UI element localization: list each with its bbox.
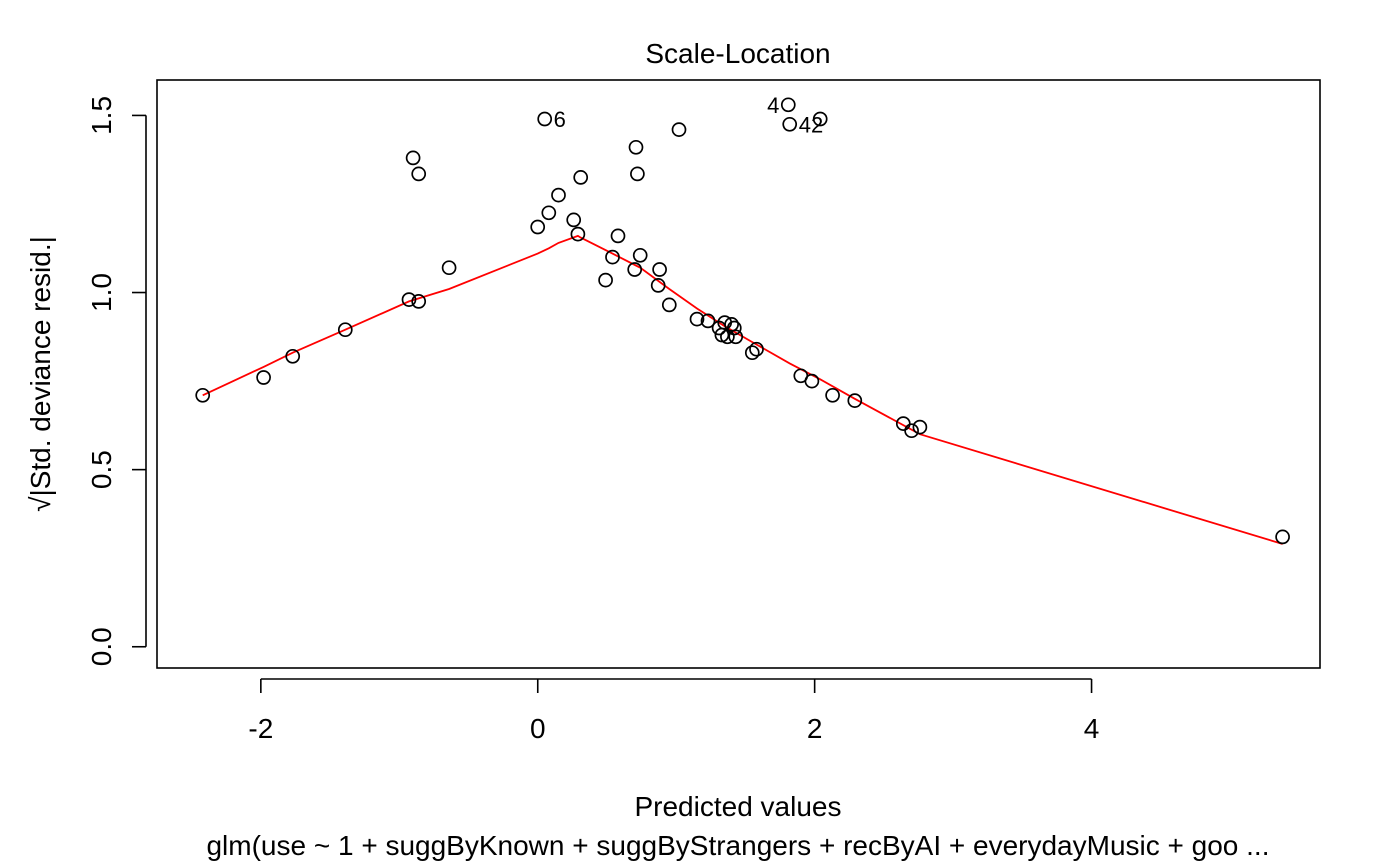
data-point — [912, 419, 928, 435]
data-point — [256, 370, 271, 385]
point-id-label: 6 — [554, 107, 566, 132]
data-point — [541, 205, 557, 221]
x-axis: -2 0 2 4 — [248, 678, 1100, 744]
smooth-line-layer — [202, 234, 1283, 545]
annotations-layer: 6 4 42 — [554, 93, 824, 137]
x-tick-label: -2 — [248, 713, 273, 744]
data-point — [610, 228, 626, 244]
data-point — [652, 262, 667, 277]
data-point — [904, 423, 919, 439]
data-point — [804, 373, 820, 389]
data-point — [628, 139, 644, 155]
data-point — [749, 341, 764, 357]
data-point — [726, 320, 742, 336]
data-point — [847, 393, 863, 408]
data-point — [782, 116, 798, 132]
data-point — [530, 219, 546, 235]
data-point — [566, 212, 582, 228]
point-id-label: 42 — [799, 112, 823, 137]
y-axis-label: √|Std. deviance resid.| — [25, 236, 56, 512]
x-axis-label: Predicted values — [634, 791, 841, 822]
data-point — [700, 313, 716, 329]
y-tick-label: 0.0 — [86, 627, 117, 666]
x-tick-label: 2 — [807, 713, 823, 744]
data-point — [605, 249, 620, 265]
points-layer — [195, 97, 1290, 545]
data-point — [632, 247, 648, 263]
y-axis: 0.0 0.5 1.0 1.5 — [86, 96, 147, 666]
x-tick-label: 0 — [530, 713, 546, 744]
chart-title: Scale-Location — [645, 38, 830, 69]
data-point — [537, 111, 553, 127]
x-tick-label: 4 — [1084, 713, 1100, 744]
data-point — [570, 226, 586, 242]
data-point — [671, 122, 687, 137]
smooth-trend-line — [202, 234, 1283, 545]
data-point — [825, 387, 840, 403]
data-point — [780, 97, 796, 113]
data-point — [650, 278, 666, 293]
data-point — [337, 322, 353, 338]
model-formula-subtitle: glm(use ~ 1 + suggByKnown + suggByStrang… — [206, 830, 1269, 861]
plot-frame — [156, 79, 1321, 669]
point-id-label: 4 — [767, 93, 779, 118]
data-point — [728, 329, 744, 345]
data-point — [411, 166, 427, 182]
data-point — [744, 345, 760, 361]
y-tick-label: 0.5 — [86, 450, 117, 489]
data-point — [1275, 529, 1290, 545]
y-tick-label: 1.5 — [86, 96, 117, 135]
data-point — [598, 272, 613, 288]
data-point — [401, 292, 417, 307]
y-tick-label: 1.0 — [86, 273, 117, 312]
data-point — [405, 150, 421, 166]
data-point — [812, 111, 828, 127]
data-point — [441, 260, 457, 276]
data-point — [285, 348, 301, 364]
data-point — [627, 262, 643, 277]
data-point — [551, 187, 566, 203]
data-point — [411, 294, 427, 309]
data-point — [630, 166, 645, 182]
data-point — [689, 311, 705, 327]
data-point — [195, 387, 211, 403]
data-point — [661, 297, 677, 313]
data-point — [573, 170, 589, 185]
